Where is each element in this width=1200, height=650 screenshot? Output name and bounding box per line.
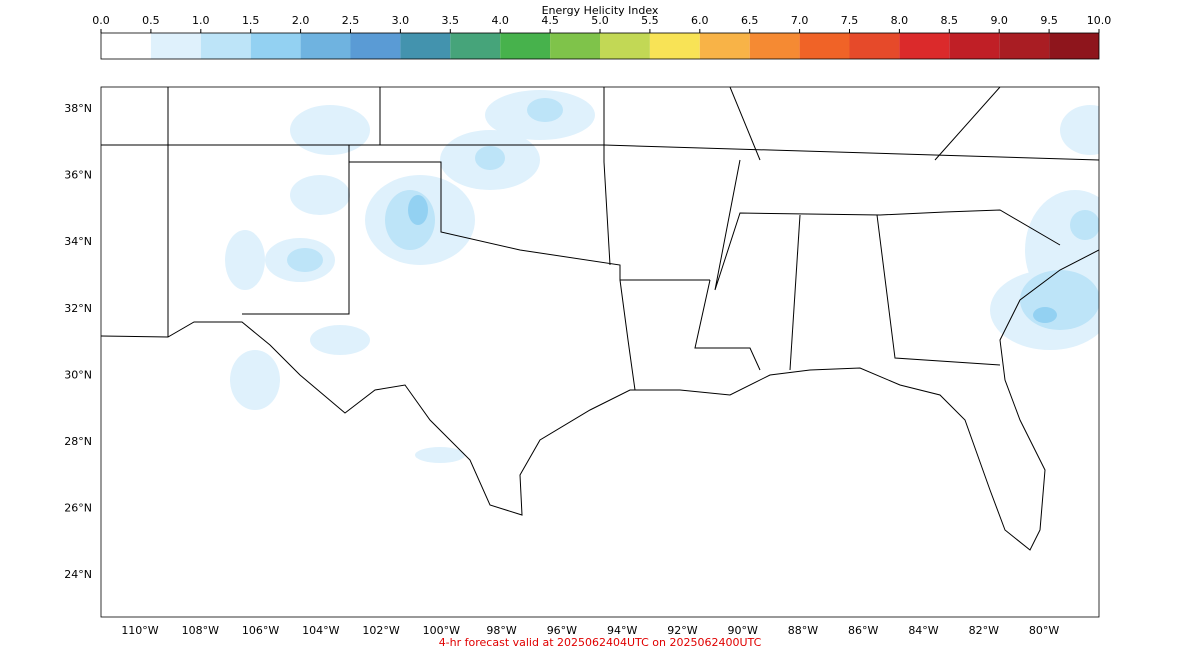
- lon-label: 92°W: [667, 624, 697, 637]
- lon-label: 104°W: [302, 624, 339, 637]
- lon-label: 106°W: [242, 624, 279, 637]
- colorbar-segment: [150, 33, 201, 59]
- lon-label: 98°W: [486, 624, 516, 637]
- footer: 4-hr forecast valid at 2025062404UTC on …: [439, 636, 762, 649]
- colorbar-tick-label: 1.5: [242, 14, 260, 27]
- lat-label: 32°N: [64, 302, 92, 315]
- colorbar-tick-label: 9.5: [1040, 14, 1058, 27]
- colorbar-tick-label: 4.5: [541, 14, 559, 27]
- colorbar-tick-label: 2.0: [292, 14, 310, 27]
- colorbar-segment: [300, 33, 351, 59]
- lon-label: 100°W: [423, 624, 460, 637]
- colorbar-segment: [250, 33, 301, 59]
- lon-label: 86°W: [848, 624, 878, 637]
- lon-label: 80°W: [1029, 624, 1059, 637]
- lon-labels: 110°W 108°W 106°W 104°W 102°W 100°W 98°W 96°W 94…: [121, 624, 1059, 637]
- colorbar-tick-label: 5.0: [591, 14, 609, 27]
- colorbar-tick-label: 7.5: [841, 14, 859, 27]
- colorbar-segment: [350, 33, 401, 59]
- colorbar-segment: [500, 33, 551, 59]
- ehi-contours: [225, 90, 1099, 463]
- colorbar-tick-label: 1.0: [192, 14, 210, 27]
- lon-label: 88°W: [788, 624, 818, 637]
- lon-label: 96°W: [547, 624, 577, 637]
- lon-label: 94°W: [607, 624, 637, 637]
- colorbar-segment: [550, 33, 600, 59]
- lat-label: 28°N: [64, 435, 92, 448]
- lon-label: 108°W: [182, 624, 219, 637]
- lat-label: 36°N: [64, 169, 92, 182]
- colorbar-segment: [999, 33, 1050, 59]
- colorbar-title: Energy Helicity Index: [542, 4, 659, 17]
- map: [100, 86, 1100, 618]
- colorbar-tick-label: 0.0: [92, 14, 110, 27]
- lat-label: 30°N: [64, 368, 92, 381]
- colorbar-tick-label: 2.5: [342, 14, 360, 27]
- colorbar-segment: [849, 33, 900, 59]
- colorbar-tick-label: 7.0: [791, 14, 809, 27]
- colorbar-segment: [649, 33, 700, 59]
- colorbar-tick-label: 10.0: [1087, 14, 1112, 27]
- colorbar-tick-label: 0.5: [142, 14, 160, 27]
- colorbar-tick-label: 6.5: [741, 14, 759, 27]
- colorbar-tick-label: 4.0: [491, 14, 509, 27]
- colorbar-tick-label: 3.5: [442, 14, 460, 27]
- colorbar-tick-label: 8.5: [941, 14, 959, 27]
- map-frame: [100, 86, 1100, 618]
- colorbar-tick-label: 5.5: [641, 14, 659, 27]
- colorbar-segment: [899, 33, 950, 59]
- colorbar-segment: [200, 33, 251, 59]
- colorbar-frame: [100, 32, 1100, 60]
- colorbar-segment: [949, 33, 1000, 59]
- colorbar-segment: [600, 33, 650, 59]
- lat-label: 38°N: [64, 102, 92, 115]
- lon-label: 82°W: [969, 624, 999, 637]
- lat-label: 34°N: [64, 235, 92, 248]
- colorbar-segment: [699, 33, 750, 59]
- colorbar-tick-label: 8.0: [891, 14, 909, 27]
- borders: [101, 87, 1099, 551]
- colorbar-tick-label: 9.0: [990, 14, 1008, 27]
- lon-label: 110°W: [121, 624, 158, 637]
- lat-labels: 38°N 36°N 34°N 32°N 30°N 28°N 26°N 24°N: [64, 102, 92, 581]
- colorbar-tick-label: 6.0: [691, 14, 709, 27]
- colorbar-segment: [101, 33, 151, 59]
- colorbar-segment: [1049, 33, 1099, 59]
- lon-label: 84°W: [908, 624, 938, 637]
- lon-label: 90°W: [728, 624, 758, 637]
- colorbar-segment: [450, 33, 501, 59]
- colorbar-segment: [749, 33, 800, 59]
- lon-label: 102°W: [362, 624, 399, 637]
- lat-label: 26°N: [64, 502, 92, 515]
- colorbar-segment: [400, 33, 451, 59]
- colorbar-segment: [799, 33, 850, 59]
- colorbar-tick-label: 3.0: [392, 14, 410, 27]
- colorbar: 0.0 0.5 1.0 1.5 2.0 2.5 3.0 3.5 4.0 4.5 5.0 5.5 6.0 6…: [92, 14, 1111, 59]
- lat-label: 24°N: [64, 568, 92, 581]
